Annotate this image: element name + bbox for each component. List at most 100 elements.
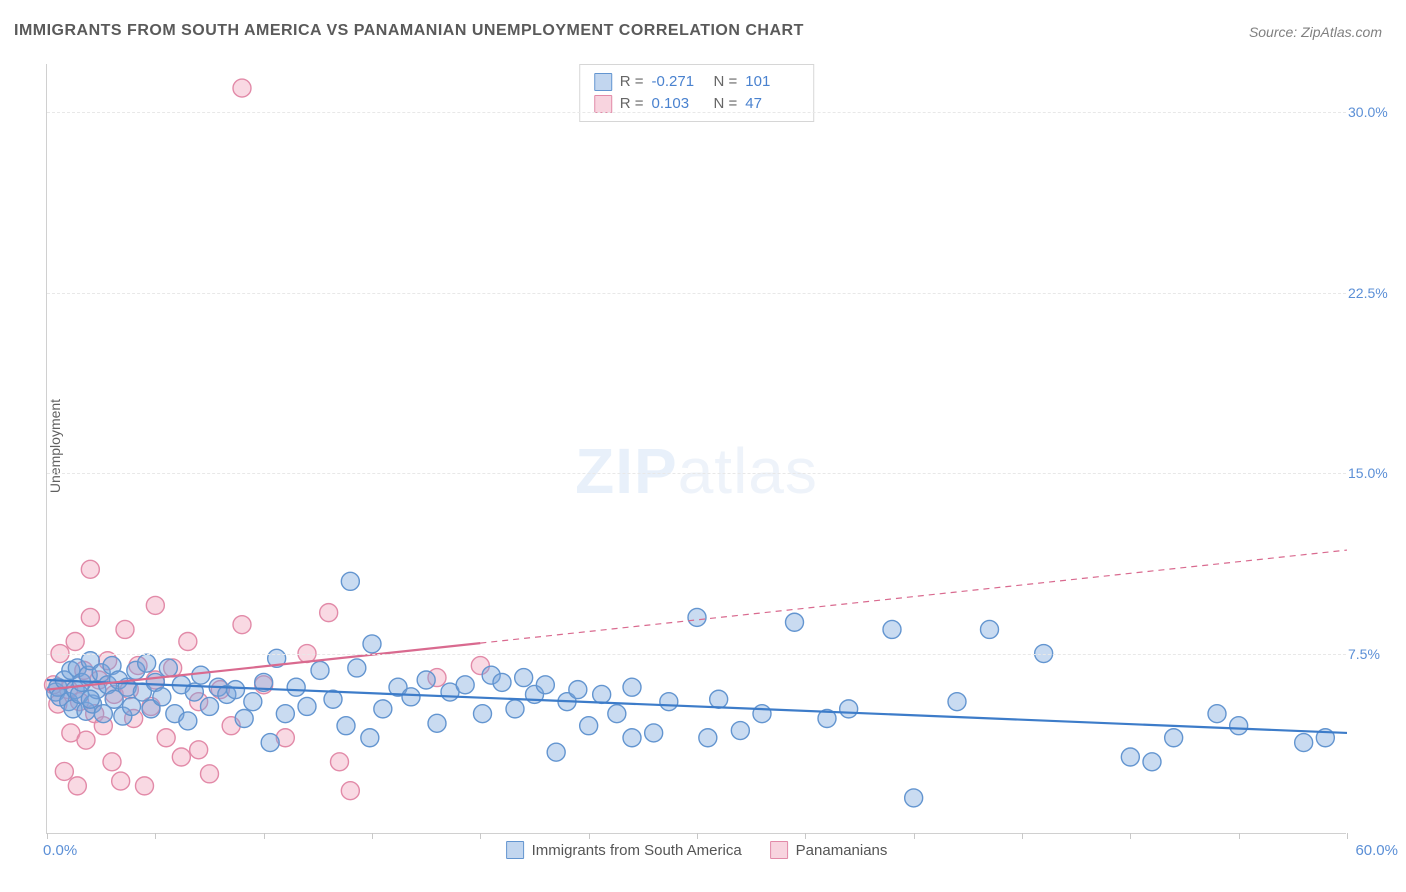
data-point xyxy=(731,722,749,740)
legend-row-blue: R = -0.271 N = 101 xyxy=(594,71,800,93)
data-point xyxy=(786,613,804,631)
x-tick xyxy=(47,833,48,839)
data-point xyxy=(341,782,359,800)
data-point xyxy=(1230,717,1248,735)
x-tick xyxy=(480,833,481,839)
data-point xyxy=(374,700,392,718)
x-tick xyxy=(589,833,590,839)
y-tick-label: 22.5% xyxy=(1348,285,1398,301)
data-point xyxy=(905,789,923,807)
x-tick xyxy=(1347,833,1348,839)
y-tick-label: 30.0% xyxy=(1348,104,1398,120)
data-point xyxy=(428,714,446,732)
x-tick xyxy=(1239,833,1240,839)
data-point xyxy=(192,666,210,684)
data-point xyxy=(146,596,164,614)
data-point xyxy=(1165,729,1183,747)
y-tick-label: 7.5% xyxy=(1348,646,1398,662)
x-max-label: 60.0% xyxy=(1355,842,1398,859)
chart-title: IMMIGRANTS FROM SOUTH AMERICA VS PANAMAN… xyxy=(14,22,804,40)
data-point xyxy=(569,681,587,699)
data-point xyxy=(593,685,611,703)
data-point xyxy=(55,762,73,780)
data-point xyxy=(1121,748,1139,766)
data-point xyxy=(68,777,86,795)
data-point xyxy=(948,693,966,711)
data-point xyxy=(261,734,279,752)
data-point xyxy=(506,700,524,718)
data-point xyxy=(179,633,197,651)
data-point xyxy=(337,717,355,735)
data-point xyxy=(153,688,171,706)
x-min-label: 0.0% xyxy=(43,842,77,859)
data-point xyxy=(77,731,95,749)
data-point xyxy=(179,712,197,730)
data-point xyxy=(515,669,533,687)
data-point xyxy=(623,678,641,696)
correlation-legend: R = -0.271 N = 101 R = 0.103 N = 47 xyxy=(579,64,815,122)
gridline xyxy=(47,293,1346,294)
gridline xyxy=(47,473,1346,474)
data-point xyxy=(608,705,626,723)
x-tick xyxy=(372,833,373,839)
data-point xyxy=(235,710,253,728)
data-point xyxy=(753,705,771,723)
data-point xyxy=(81,690,99,708)
data-point xyxy=(331,753,349,771)
data-point xyxy=(172,748,190,766)
y-tick-label: 15.0% xyxy=(1348,465,1398,481)
data-point xyxy=(103,753,121,771)
swatch-pink xyxy=(770,841,788,859)
data-point xyxy=(981,620,999,638)
data-point xyxy=(474,705,492,723)
x-tick xyxy=(264,833,265,839)
x-tick xyxy=(155,833,156,839)
scatter-svg xyxy=(47,64,1346,833)
swatch-pink xyxy=(594,95,612,113)
data-point xyxy=(244,693,262,711)
data-point xyxy=(1143,753,1161,771)
data-point xyxy=(536,676,554,694)
x-tick xyxy=(1022,833,1023,839)
data-point xyxy=(298,697,316,715)
data-point xyxy=(112,772,130,790)
x-tick xyxy=(1130,833,1131,839)
data-point xyxy=(190,741,208,759)
data-point xyxy=(1208,705,1226,723)
data-point xyxy=(580,717,598,735)
data-point xyxy=(311,661,329,679)
data-point xyxy=(547,743,565,761)
data-point xyxy=(363,635,381,653)
data-point xyxy=(623,729,641,747)
source-attribution: Source: ZipAtlas.com xyxy=(1249,24,1382,40)
data-point xyxy=(233,616,251,634)
data-point xyxy=(201,765,219,783)
data-point xyxy=(233,79,251,97)
data-point xyxy=(1295,734,1313,752)
data-point xyxy=(710,690,728,708)
data-point xyxy=(688,608,706,626)
gridline xyxy=(47,654,1346,655)
data-point xyxy=(159,659,177,677)
x-tick xyxy=(697,833,698,839)
data-point xyxy=(138,654,156,672)
data-point xyxy=(699,729,717,747)
data-point xyxy=(157,729,175,747)
data-point xyxy=(840,700,858,718)
data-point xyxy=(276,705,294,723)
swatch-blue xyxy=(594,73,612,91)
data-point xyxy=(81,608,99,626)
data-point xyxy=(417,671,435,689)
data-point xyxy=(116,620,134,638)
series-legend: Immigrants from South America Panamanian… xyxy=(506,841,888,859)
data-point xyxy=(341,572,359,590)
data-point xyxy=(287,678,305,696)
data-point xyxy=(227,681,245,699)
x-tick xyxy=(805,833,806,839)
plot-area: ZIPatlas R = -0.271 N = 101 R = 0.103 N … xyxy=(46,64,1346,834)
x-tick xyxy=(914,833,915,839)
data-point xyxy=(201,697,219,715)
chart-container: IMMIGRANTS FROM SOUTH AMERICA VS PANAMAN… xyxy=(0,0,1406,892)
legend-item-blue: Immigrants from South America xyxy=(506,841,742,859)
swatch-blue xyxy=(506,841,524,859)
